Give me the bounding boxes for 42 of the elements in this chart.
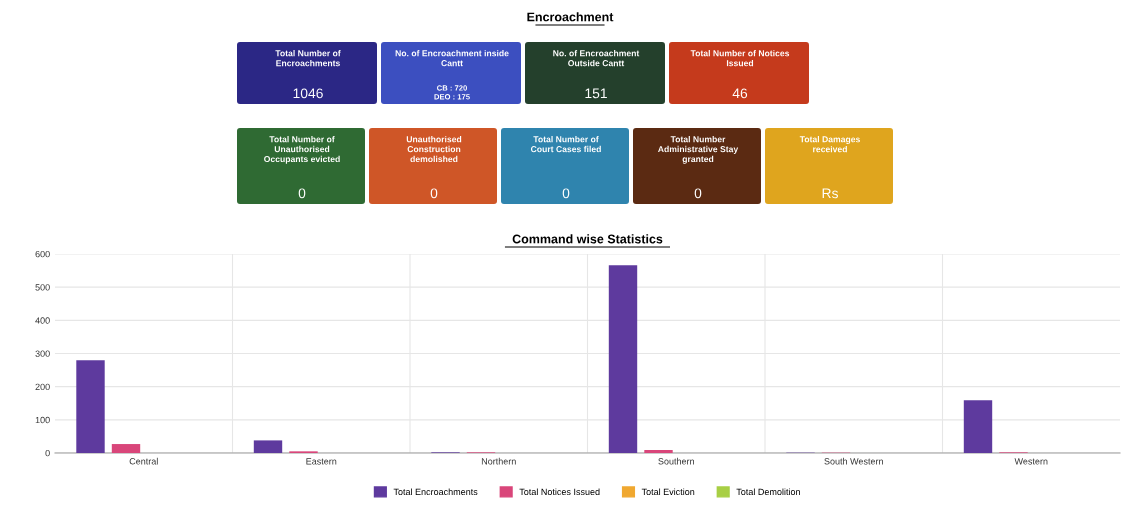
y-tick-label: 0 <box>45 449 50 457</box>
y-tick-label: 300 <box>35 350 50 357</box>
legend-label: Total Encroachments <box>393 488 478 496</box>
text: 0 <box>298 188 306 199</box>
bar <box>111 444 141 453</box>
category-label: Total Damages received <box>799 135 860 153</box>
y-tick-label: 500 <box>35 284 50 291</box>
bar <box>963 400 993 453</box>
text: Encroachment <box>527 12 614 22</box>
legend-label: Total Notices Issued <box>519 488 600 496</box>
category-label: Total Number Administrative Stay granted <box>658 135 739 164</box>
y-tick-label: 100 <box>35 416 50 424</box>
y-tick-label: 600 <box>35 250 50 258</box>
text: 0 <box>562 188 570 199</box>
bar <box>253 440 283 453</box>
text: 0 <box>430 188 438 199</box>
category-label: Total Number of Court Cases filed <box>530 135 601 153</box>
bar <box>76 360 105 453</box>
text: 1046 <box>293 88 323 99</box>
x-tick-label: South Western <box>824 457 883 465</box>
x-tick-label: Western <box>1014 458 1048 465</box>
text: 151 <box>585 88 607 99</box>
x-tick-label: Northern <box>481 457 516 465</box>
category-label: Total Number of Unauthorised Occupants evicted <box>264 135 340 164</box>
y-tick-label: 400 <box>35 317 50 324</box>
category-label: Total Number of Encroachments <box>275 49 341 67</box>
bar <box>608 265 638 453</box>
x-tick-label: Eastern <box>306 458 337 465</box>
x-tick-label: Southern <box>658 457 694 465</box>
bar <box>644 450 673 453</box>
text: 0 <box>694 188 702 199</box>
category-label: Unauthorised Construction demolished <box>406 135 462 163</box>
chart-title: Command wise Statistics <box>512 234 663 244</box>
legend-label: Total Demolition <box>736 488 800 496</box>
y-tick-label: 200 <box>35 383 50 391</box>
category-label: No. of Encroachment inside Cantt <box>395 49 509 67</box>
legend-label: Total Eviction <box>641 488 695 496</box>
text: 46 <box>732 88 748 99</box>
x-tick-label: Central <box>129 457 158 465</box>
category-label: No. of Encroachment Outside Cantt <box>553 49 640 67</box>
text: Rs <box>822 188 838 199</box>
category-label: Total Number of Notices Issued <box>690 49 790 67</box>
